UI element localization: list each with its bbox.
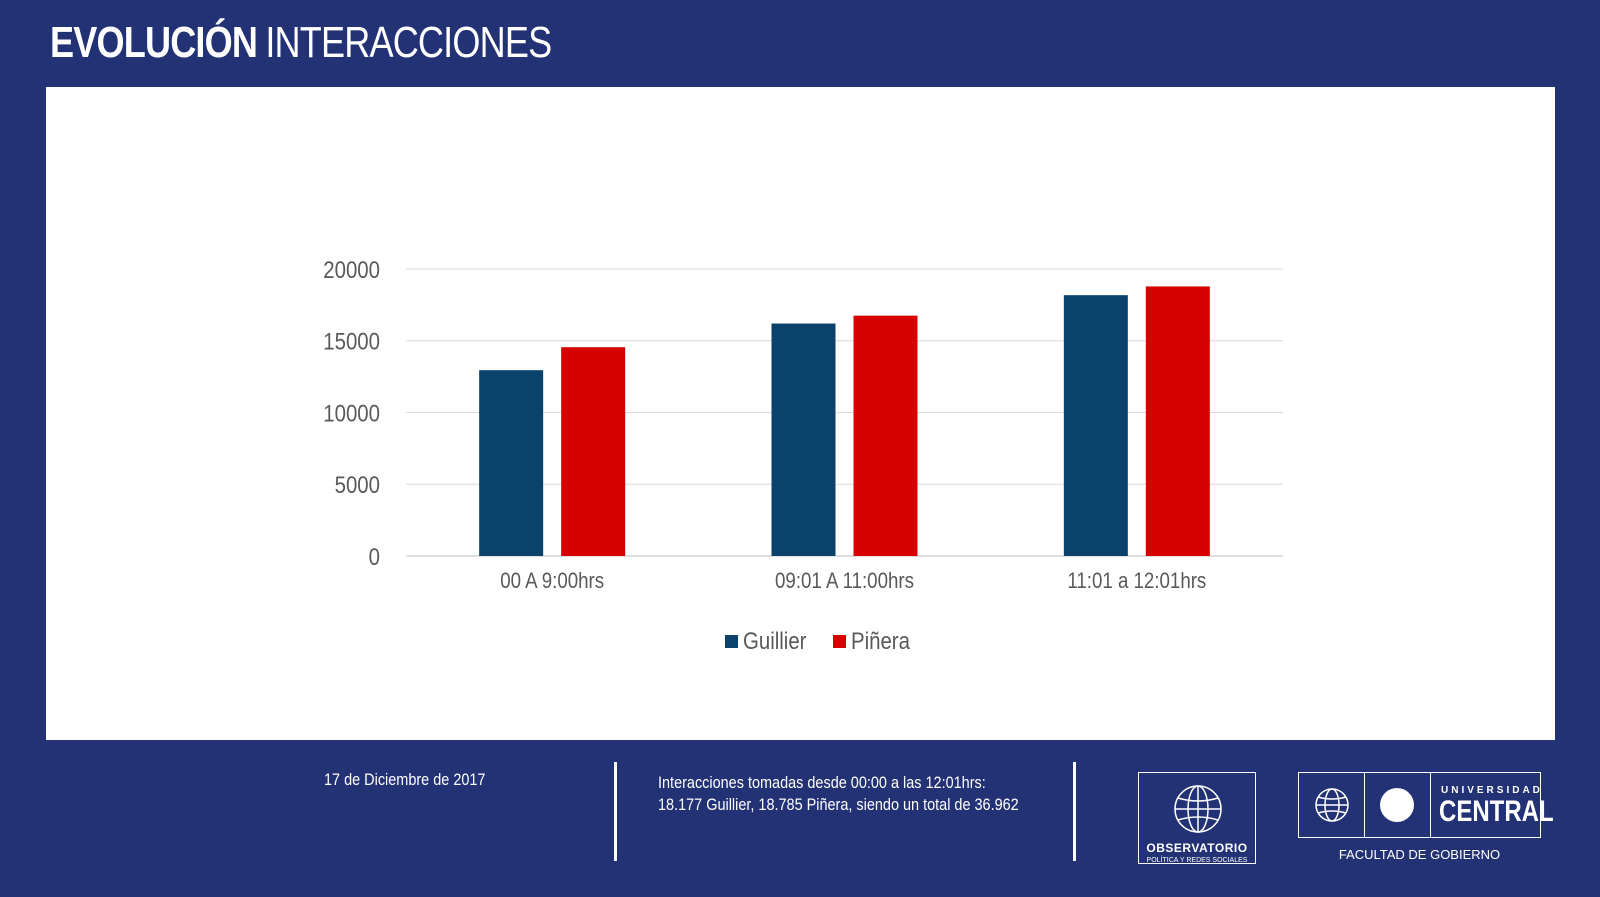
y-tick-label: 10000 xyxy=(323,400,380,427)
legend-label: Piñera xyxy=(851,627,911,654)
page-title: EVOLUCIÓN INTERACCIONES xyxy=(50,18,552,68)
y-tick-label: 5000 xyxy=(335,472,380,499)
y-tick-label: 0 xyxy=(369,543,380,570)
university-label-big: CENTRAL xyxy=(1439,795,1554,828)
legend-swatch xyxy=(833,635,846,648)
y-tick-label: 15000 xyxy=(323,328,380,355)
uc-circle-cell xyxy=(1365,773,1431,837)
bar-guillier xyxy=(771,323,836,556)
observatorio-subtitle: POLÍTICA Y REDES SOCIALES xyxy=(1146,857,1248,864)
globe-icon xyxy=(1174,785,1222,833)
x-category-label: 11:01 a 12:01hrs xyxy=(1067,570,1206,594)
faculty-label: FACULTAD DE GOBIERNO xyxy=(1338,847,1501,862)
chart-panel: 0 5000 10000 15000 20000 00 A 9:00hrs 09:01 A … xyxy=(46,87,1555,740)
x-category-label: 09:01 A 11:00hrs xyxy=(775,570,914,594)
divider-left xyxy=(614,762,617,861)
footer-note-line-2: 18.177 Guillier, 18.785 Piñera, siendo u… xyxy=(658,795,1019,814)
bar-pinera xyxy=(853,315,918,556)
title-light: INTERACCIONES xyxy=(265,18,552,67)
x-category-label: 00 A 9:00hrs xyxy=(500,570,604,594)
uc-globe-cell xyxy=(1299,773,1365,837)
divider-right xyxy=(1073,762,1076,861)
university-label-small: UNIVERSIDAD xyxy=(1441,785,1543,796)
bar-pinera xyxy=(1145,286,1210,556)
bar-pinera xyxy=(561,347,626,556)
footer-date: 17 de Diciembre de 2017 xyxy=(324,770,486,789)
circle-icon xyxy=(1380,788,1414,822)
y-tick-label: 20000 xyxy=(323,256,380,283)
legend-label: Guillier xyxy=(743,627,807,654)
legend-swatch xyxy=(725,635,738,648)
bar-chart: 0 5000 10000 15000 20000 00 A 9:00hrs 09:01 A … xyxy=(323,256,1283,654)
observatorio-logo: OBSERVATORIO POLÍTICA Y REDES SOCIALES xyxy=(1138,772,1256,864)
title-bold: EVOLUCIÓN xyxy=(50,18,258,67)
bar-guillier xyxy=(479,370,544,556)
observatorio-name: OBSERVATORIO xyxy=(1139,841,1255,855)
footer-note: Interacciones tomadas desde 00:00 a las … xyxy=(658,772,1019,816)
universidad-central-logo: UNIVERSIDAD CENTRAL xyxy=(1298,772,1554,838)
footer-note-line-1: Interacciones tomadas desde 00:00 a las … xyxy=(658,773,986,792)
globe-icon xyxy=(1315,788,1349,822)
bar-guillier xyxy=(1063,295,1128,556)
